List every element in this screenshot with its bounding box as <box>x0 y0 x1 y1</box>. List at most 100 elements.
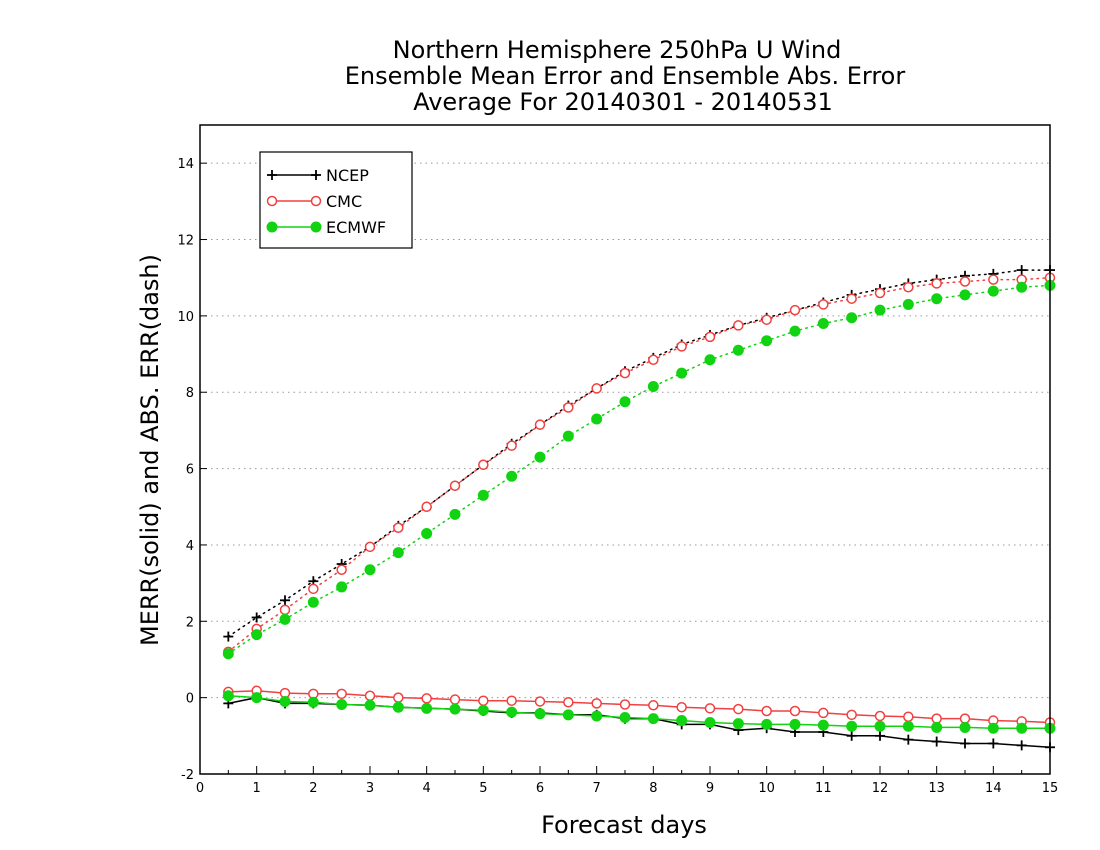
abs-error-point <box>931 278 942 289</box>
legend-item-cmc: CMC <box>266 192 362 211</box>
x-tick-label: 9 <box>706 781 714 796</box>
mean-error-point <box>959 713 971 724</box>
abs-error-point <box>251 612 262 623</box>
mean-error-point <box>761 705 772 717</box>
y-tick-label: 0 <box>186 692 194 707</box>
abs-error-point <box>619 367 631 379</box>
abs-error-point <box>648 354 659 366</box>
x-tick-label: 0 <box>196 781 204 796</box>
abs-error-point <box>534 419 546 430</box>
y-tick-label: 6 <box>186 463 194 478</box>
abs-error-point <box>534 451 546 463</box>
mean-error-point <box>988 738 999 749</box>
abs-error-point <box>308 583 319 595</box>
mean-error-point <box>818 707 829 719</box>
x-tick-label: 15 <box>1042 781 1059 796</box>
abs-error-point <box>421 527 433 539</box>
abs-error-point <box>704 354 716 366</box>
mean-error-point <box>591 698 602 709</box>
abs-error-point <box>364 541 376 553</box>
abs-error-point <box>591 383 602 394</box>
abs-error-point <box>818 299 829 310</box>
legend-box <box>259 151 413 249</box>
abs-error-point <box>562 430 574 442</box>
mean-error-point <box>563 696 574 708</box>
abs-error-point <box>449 508 461 520</box>
abs-error-point <box>789 325 801 337</box>
x-tick-label: 6 <box>536 781 544 796</box>
y-tick-label: 10 <box>177 310 194 325</box>
mean-error-point <box>902 720 914 732</box>
y-axis: -2 0 2 4 6 8 10 12 14 <box>177 157 207 783</box>
mean-error-point <box>874 710 886 722</box>
abs-error-point <box>478 459 489 471</box>
mean-error-point <box>336 699 348 711</box>
mean-error-point <box>449 703 461 715</box>
abs-error-point <box>874 287 886 299</box>
legend-marker <box>310 221 322 233</box>
mean-error-point <box>704 703 716 714</box>
x-tick-label: 2 <box>309 781 317 796</box>
mean-error-point <box>393 692 404 703</box>
mean-error-point <box>591 710 603 722</box>
abs-error-point <box>279 613 291 625</box>
mean-error-point <box>279 695 291 707</box>
abs-error-point <box>931 293 943 305</box>
y-tick-label: -2 <box>181 768 194 783</box>
abs-error-point <box>846 312 858 324</box>
mean-error-point <box>761 718 773 730</box>
abs-error-point <box>789 304 801 316</box>
mean-error-point <box>903 734 914 745</box>
mean-error-point <box>676 701 687 713</box>
mean-error-point <box>960 738 970 749</box>
abs-error-point <box>506 440 517 451</box>
mean-error-point <box>449 694 461 705</box>
mean-error-point <box>478 695 489 706</box>
abs-error-point <box>647 381 659 393</box>
mean-error-point <box>704 716 716 728</box>
abs-error-point <box>1016 265 1027 276</box>
legend-marker <box>266 221 278 233</box>
series-ecmwf <box>222 279 1056 734</box>
mean-error-line-ecmwf <box>228 694 1050 729</box>
legend-item-ecmwf: ECMWF <box>266 218 386 237</box>
mean-error-point <box>364 690 376 701</box>
mean-error-point <box>619 699 631 710</box>
abs-error-point <box>959 276 971 287</box>
abs-error-point <box>392 547 404 559</box>
mean-error-point <box>846 730 857 741</box>
mean-error-point <box>732 718 744 730</box>
abs-error-point <box>761 335 773 347</box>
mean-error-point <box>959 721 971 733</box>
abs-error-point <box>903 282 914 293</box>
legend-label: ECMWF <box>326 218 386 237</box>
x-tick-label: 8 <box>649 781 657 796</box>
mean-error-point <box>931 721 943 733</box>
legend-marker <box>311 170 321 180</box>
abs-error-point <box>477 489 489 501</box>
title-line-2: Ensemble Mean Error and Ensemble Abs. Er… <box>345 62 906 90</box>
abs-error-point <box>364 564 376 576</box>
mean-error-point <box>987 722 999 734</box>
legend-label: CMC <box>326 192 362 211</box>
abs-error-point <box>449 480 461 492</box>
abs-error-line-cmc <box>227 276 1051 653</box>
mean-error-point <box>931 736 942 747</box>
abs-error-point <box>846 293 857 304</box>
y-axis-label: MERR(solid) and ABS. ERR(dash) <box>136 254 164 646</box>
legend-item-ncep: NCEP <box>267 166 369 185</box>
legend-marker <box>266 195 278 207</box>
series-layer <box>222 265 1056 753</box>
mean-error-point <box>648 700 659 711</box>
abs-error-point <box>619 396 631 408</box>
mean-error-point <box>222 690 234 702</box>
x-axis: 0 1 2 3 4 5 6 7 8 9 10 11 12 13 14 15 <box>196 766 1058 796</box>
abs-error-point <box>223 631 234 642</box>
mean-error-point <box>789 705 801 717</box>
x-tick-label: 14 <box>985 781 1002 796</box>
mean-error-point <box>421 702 433 714</box>
abs-error-point <box>874 304 886 316</box>
mean-error-point <box>562 709 574 721</box>
abs-error-point <box>902 298 914 310</box>
